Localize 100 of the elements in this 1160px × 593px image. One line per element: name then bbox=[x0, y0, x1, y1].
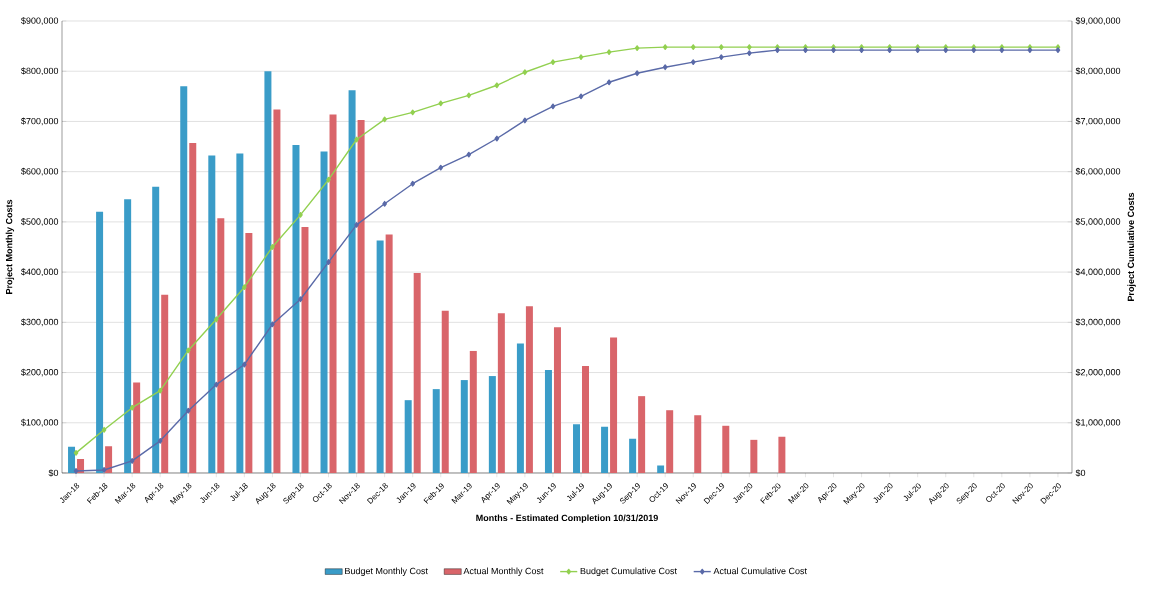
bar bbox=[161, 294, 169, 473]
point bbox=[662, 44, 668, 51]
point bbox=[1027, 47, 1033, 54]
point bbox=[466, 92, 472, 99]
bar bbox=[292, 145, 300, 473]
y2-tick-label: $4,000,000 bbox=[1075, 268, 1121, 276]
point bbox=[915, 47, 921, 54]
bar bbox=[657, 465, 665, 473]
bar bbox=[404, 400, 412, 473]
bar bbox=[722, 425, 730, 473]
y2-tick-label: $8,000,000 bbox=[1075, 67, 1121, 76]
bar bbox=[217, 218, 225, 473]
bar bbox=[320, 151, 328, 473]
point bbox=[213, 381, 219, 388]
bar bbox=[601, 426, 609, 473]
y-axis-title: Project Monthly Costs bbox=[5, 199, 15, 294]
point bbox=[326, 176, 331, 183]
bar bbox=[264, 71, 272, 473]
bar bbox=[273, 109, 281, 473]
point bbox=[690, 44, 696, 51]
y-tick-label: $400,000 bbox=[21, 268, 59, 276]
point bbox=[270, 244, 275, 250]
point bbox=[662, 64, 668, 71]
point bbox=[298, 211, 303, 218]
x-axis-title: Months - Estimated Completion 10/31/2019 bbox=[476, 514, 658, 523]
legend-label: Budget Monthly Cost bbox=[345, 567, 428, 576]
point bbox=[887, 47, 892, 54]
y-tick-label: $0 bbox=[48, 469, 59, 477]
bar bbox=[105, 446, 113, 473]
bar bbox=[629, 438, 637, 473]
point bbox=[999, 47, 1005, 54]
bar bbox=[544, 370, 552, 473]
bar bbox=[553, 327, 561, 473]
y2-tick-label: $5,000,000 bbox=[1075, 217, 1121, 226]
point bbox=[326, 259, 331, 265]
bar bbox=[208, 155, 216, 473]
bar bbox=[497, 313, 505, 473]
bar bbox=[582, 366, 590, 473]
bar bbox=[750, 439, 758, 473]
point bbox=[1055, 47, 1061, 54]
bar bbox=[694, 415, 702, 473]
point bbox=[690, 59, 696, 66]
point bbox=[943, 47, 949, 54]
bar bbox=[348, 90, 356, 473]
bar bbox=[301, 226, 309, 473]
point bbox=[803, 47, 808, 54]
point bbox=[382, 116, 387, 123]
point bbox=[522, 69, 528, 76]
point bbox=[550, 103, 556, 110]
point bbox=[157, 437, 163, 444]
point bbox=[438, 100, 444, 107]
legend-label: Budget Cumulative Cost bbox=[580, 567, 677, 576]
bar bbox=[245, 232, 253, 473]
bar bbox=[385, 234, 393, 473]
point bbox=[101, 467, 107, 473]
point bbox=[438, 164, 444, 171]
point bbox=[242, 284, 247, 291]
point bbox=[831, 47, 836, 54]
bar bbox=[133, 382, 141, 473]
bar bbox=[376, 240, 384, 473]
bar bbox=[180, 86, 188, 473]
point bbox=[354, 136, 359, 143]
bar bbox=[152, 186, 160, 473]
bar bbox=[68, 446, 76, 473]
point bbox=[606, 49, 612, 56]
y-tick-label: $300,000 bbox=[21, 318, 59, 327]
y-tick-label: $600,000 bbox=[21, 167, 59, 176]
point bbox=[550, 59, 556, 66]
point bbox=[578, 54, 584, 61]
point bbox=[494, 135, 500, 142]
bar bbox=[778, 436, 786, 473]
y2-axis-title: Project Cumulative Costs bbox=[1127, 192, 1136, 301]
bar bbox=[357, 119, 365, 473]
y2-tick-label: $6,000,000 bbox=[1075, 167, 1121, 176]
bar bbox=[666, 410, 674, 473]
y2-tick-label: $3,000,000 bbox=[1075, 318, 1121, 327]
point bbox=[410, 180, 416, 187]
bar bbox=[610, 337, 618, 473]
y-tick-label: $800,000 bbox=[21, 67, 59, 76]
point bbox=[270, 321, 275, 328]
point bbox=[185, 347, 191, 354]
point bbox=[606, 79, 612, 86]
point bbox=[859, 47, 864, 54]
bar bbox=[124, 199, 132, 473]
bar bbox=[573, 424, 581, 473]
bar bbox=[96, 211, 104, 473]
y-tick-label: $700,000 bbox=[21, 117, 59, 126]
point bbox=[354, 222, 359, 228]
point bbox=[746, 44, 752, 51]
point bbox=[971, 47, 977, 54]
bar bbox=[488, 376, 496, 473]
point bbox=[213, 316, 219, 323]
bar bbox=[525, 306, 533, 473]
bar bbox=[469, 350, 477, 473]
bar bbox=[516, 343, 524, 473]
point bbox=[242, 361, 247, 368]
bar bbox=[432, 389, 440, 473]
point bbox=[298, 296, 303, 303]
legend-label: Actual Monthly Cost bbox=[463, 567, 544, 576]
y2-tick-label: $7,000,000 bbox=[1075, 117, 1121, 126]
